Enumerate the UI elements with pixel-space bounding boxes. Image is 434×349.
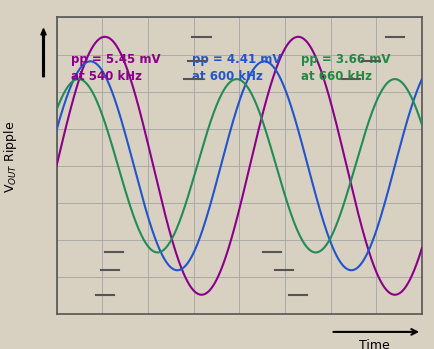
Text: pp = 3.66 mV
at 660 kHz: pp = 3.66 mV at 660 kHz [301, 53, 390, 83]
Text: V$_{OUT}$ Ripple: V$_{OUT}$ Ripple [2, 121, 20, 193]
Text: Time: Time [358, 339, 389, 349]
Text: pp = 5.45 mV
at 540 kHz: pp = 5.45 mV at 540 kHz [71, 53, 161, 83]
Text: pp = 4.41 mV
at 600 kHz: pp = 4.41 mV at 600 kHz [191, 53, 281, 83]
